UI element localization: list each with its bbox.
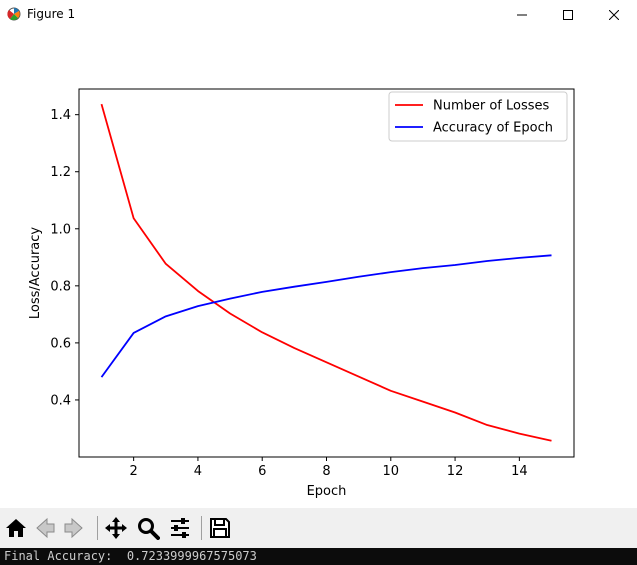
zoom-icon: [138, 518, 160, 540]
maximize-button[interactable]: [545, 0, 591, 30]
navigation-toolbar: [0, 508, 637, 548]
configure-subplots-icon: [171, 518, 189, 538]
configure-subplots-button[interactable]: [166, 514, 194, 542]
toolbar-separator: [201, 516, 202, 540]
y-tick-label: 1.4: [50, 108, 71, 123]
title-bar: Figure 1: [0, 0, 637, 30]
x-tick-label: 8: [322, 464, 330, 479]
plot-area: [78, 88, 575, 458]
toolbar-separator: [97, 516, 98, 540]
matplotlib-figure-icon: [7, 7, 21, 21]
y-tick-label: 1.0: [50, 222, 71, 237]
x-tick-label: 2: [130, 464, 138, 479]
y-tick-label: 0.8: [50, 279, 71, 294]
legend-label: Number of Losses: [433, 99, 550, 114]
close-icon: [609, 10, 619, 20]
x-axis-label: Epoch: [307, 484, 347, 499]
maximize-icon: [563, 10, 573, 20]
back-button[interactable]: [31, 514, 59, 542]
line-chart: 2 4 6 8 10 12 14 0.4 0.6 0.8 1.0 1.2 1.4 Epoch Loss/Ac…: [28, 88, 575, 499]
forward-icon: [64, 517, 83, 539]
minimize-icon: [517, 14, 527, 16]
y-tick-label: 0.4: [50, 393, 71, 408]
x-tick-label: 4: [194, 464, 202, 479]
back-icon: [36, 517, 55, 539]
pan-icon: [105, 517, 127, 539]
minimize-button[interactable]: [499, 0, 545, 30]
window-title: Figure 1: [27, 7, 76, 21]
series-line-1: [100, 254, 552, 378]
x-tick-label: 12: [447, 464, 464, 479]
series-line-0: [100, 103, 552, 442]
y-axis-label: Loss/Accuracy: [28, 227, 43, 320]
save-button[interactable]: [206, 514, 234, 542]
console-output: Final Accuracy: 0.7233999967575073: [0, 548, 637, 565]
zoom-button[interactable]: [134, 514, 162, 542]
y-tick-label: 0.6: [50, 336, 71, 351]
home-icon: [6, 519, 26, 537]
x-tick-label: 14: [511, 464, 528, 479]
x-tick-label: 6: [258, 464, 266, 479]
legend-box: [388, 91, 568, 142]
save-icon: [210, 518, 230, 538]
legend-label: Accuracy of Epoch: [433, 121, 553, 136]
x-tick-label: 10: [383, 464, 400, 479]
y-tick-label: 1.2: [50, 165, 71, 180]
home-button[interactable]: [2, 514, 30, 542]
close-button[interactable]: [591, 0, 637, 30]
pan-button[interactable]: [102, 514, 130, 542]
forward-button[interactable]: [60, 514, 88, 542]
